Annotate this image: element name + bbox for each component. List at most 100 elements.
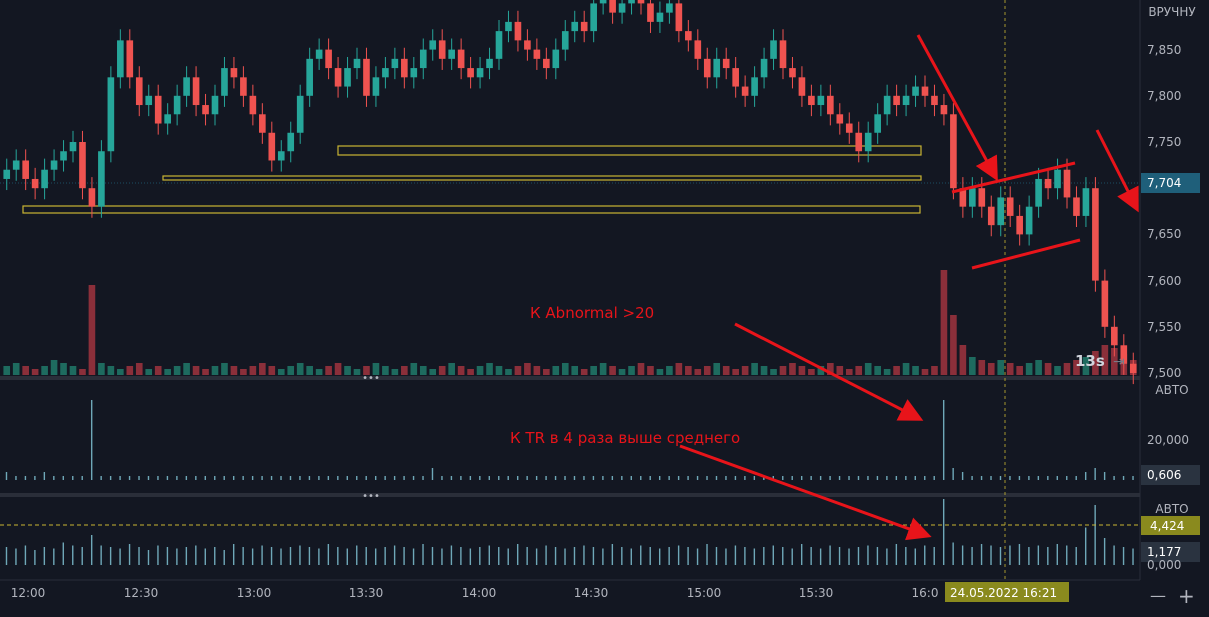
indicator-2-bar (1066, 545, 1068, 565)
volume-bar (959, 345, 967, 375)
arrow-breakdown[interactable] (1095, 129, 1139, 213)
volume-bar (921, 369, 929, 375)
time-tick: 12:00 (11, 586, 46, 600)
channel-bottom-line[interactable] (971, 238, 1081, 270)
candle-body (221, 68, 228, 96)
price-axis-background[interactable] (1140, 0, 1209, 580)
indicator-2-bar (34, 550, 36, 565)
candle-body (419, 49, 427, 69)
indicator-2-bar (1094, 505, 1096, 565)
indicator-1-bar (5, 472, 8, 480)
zoom-in-button[interactable]: + (1178, 584, 1195, 608)
indicator-1-bar (583, 476, 585, 480)
indicator-2-bar (62, 542, 64, 565)
price-tick: 7,600 (1147, 274, 1181, 288)
candle-body (855, 132, 863, 152)
indicator-1-bar (166, 476, 169, 480)
indicator-1-bar (441, 476, 443, 480)
zone-box-3[interactable] (22, 205, 921, 214)
zone-box-1[interactable] (337, 145, 922, 156)
arrow-tr[interactable] (679, 444, 932, 541)
scale-mode-price[interactable]: ВРУЧНУ (1148, 5, 1196, 19)
indicator-1-bar (469, 476, 472, 480)
separator-handle-1[interactable]: ••• (362, 373, 380, 384)
volume-bar (808, 369, 815, 375)
indicator-2-bar (81, 547, 83, 565)
volume-bar (457, 366, 465, 375)
candle-body (135, 77, 143, 106)
indicator-1-bar (658, 476, 661, 480)
separator-handle-2[interactable]: ••• (362, 491, 380, 502)
indicator-2-bar (469, 548, 472, 565)
volume-bar (249, 366, 257, 375)
indicator-1-bar (876, 476, 879, 480)
indicator-1-bar (109, 476, 112, 480)
indicator-1-bar (1009, 476, 1011, 480)
volume-bar (230, 366, 238, 375)
volume-bar (401, 366, 408, 375)
zone-box-2[interactable] (162, 175, 922, 181)
indicator-1-bar (1084, 472, 1087, 480)
separator-2[interactable] (0, 493, 1140, 497)
indicator-2-bar (176, 548, 178, 565)
candle-body (50, 160, 58, 170)
indicator-1-bar (280, 476, 282, 480)
zoom-out-button[interactable]: — (1150, 586, 1166, 605)
indicator-1-bar (261, 476, 263, 480)
candle-body (145, 95, 153, 106)
candle-body (675, 3, 683, 32)
volume-bar (88, 285, 96, 375)
candle-body (401, 58, 408, 78)
time-tick: 14:30 (574, 586, 609, 600)
indicator-1-bar (1094, 468, 1096, 480)
indicator-2-bar (374, 548, 377, 565)
separator-1[interactable] (0, 376, 1140, 380)
volume-bar (12, 363, 20, 375)
indicator-1-bar (356, 476, 358, 480)
indicator-2-bar (753, 548, 756, 565)
indicator-1-bar (318, 476, 320, 480)
arrow-abnormal[interactable] (734, 322, 924, 421)
indicator-2-bar (356, 545, 358, 565)
candle-body (69, 142, 77, 152)
indicator-1-bar (971, 476, 973, 480)
indicator-2-bar (782, 547, 784, 565)
candle-body (1063, 169, 1071, 198)
indicator-1-bar (24, 476, 27, 480)
indicator-1-bar (649, 476, 651, 480)
indicator-1-bar (564, 476, 566, 480)
candle-body (306, 58, 313, 96)
indicator-2-bar (744, 547, 746, 565)
indicator-2-bar (545, 545, 547, 565)
volume-bar (202, 369, 209, 375)
volume-bar (135, 363, 143, 375)
indicator-1-bar (223, 476, 225, 480)
arrow-to-channel[interactable] (916, 34, 998, 182)
candle-body (363, 58, 370, 96)
scroll-to-end-icon[interactable]: ⇥ (1113, 354, 1125, 370)
volume-bar (628, 366, 635, 375)
volume-bar (107, 366, 115, 375)
channel-top-line[interactable] (951, 161, 1076, 194)
indicator-2-bar (649, 547, 651, 565)
volume-bar (751, 363, 758, 375)
volume-bar (259, 363, 266, 375)
scale-mode-indicator-1[interactable]: АВТО (1155, 383, 1188, 397)
candle-body (808, 95, 815, 106)
scale-mode-indicator-2[interactable]: АВТО (1155, 502, 1188, 516)
indicator-2-bar (895, 544, 898, 565)
candle-body (685, 31, 692, 41)
candle-body (997, 197, 1005, 226)
candle-body (543, 58, 550, 69)
candle-body (467, 68, 474, 78)
volume-bar (60, 363, 67, 375)
volume-bar (1101, 345, 1109, 375)
candle-body (154, 95, 162, 124)
volume-bar (315, 369, 323, 375)
volume-bar (552, 366, 560, 375)
candle-body (524, 40, 531, 50)
indicator-2-bar (990, 545, 992, 565)
candle-body (1006, 197, 1014, 216)
candle-body (31, 178, 39, 189)
